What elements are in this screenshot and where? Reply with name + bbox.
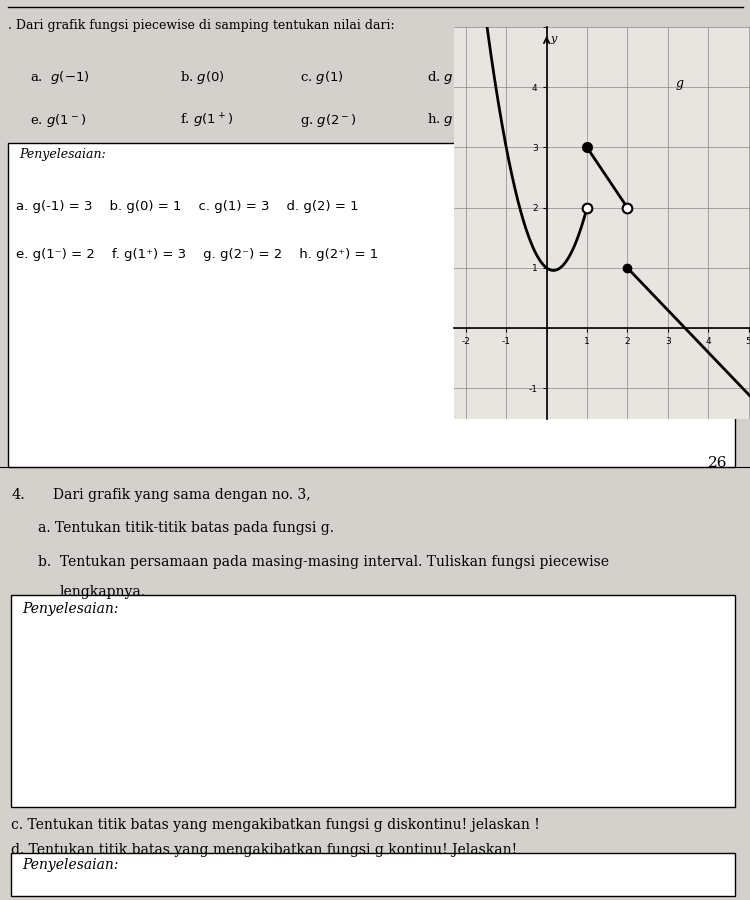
Bar: [11, 853, 735, 896]
Text: 26: 26: [708, 455, 728, 470]
Text: c. Tentukan titik batas yang mengakibatkan fungsi g diskontinu! jelaskan !: c. Tentukan titik batas yang mengakibatk…: [11, 817, 540, 832]
Text: e. $g(1^-)$: e. $g(1^-)$: [30, 112, 86, 129]
Text: a. Tentukan titik-titik batas pada fungsi g.: a. Tentukan titik-titik batas pada fungs…: [38, 521, 334, 535]
Text: . Dari grafik fungsi piecewise di samping tentukan nilai dari:: . Dari grafik fungsi piecewise di sampin…: [8, 19, 394, 32]
Text: a. g(-1) = 3    b. g(0) = 1    c. g(1) = 3    d. g(2) = 1: a. g(-1) = 3 b. g(0) = 1 c. g(1) = 3 d. …: [16, 201, 359, 213]
Text: b. $g(0)$: b. $g(0)$: [180, 69, 225, 86]
Text: g. $g(2^-)$: g. $g(2^-)$: [300, 112, 357, 129]
Text: lengkapnya.: lengkapnya.: [60, 585, 146, 598]
Text: Dari grafik yang sama dengan no. 3,: Dari grafik yang sama dengan no. 3,: [53, 488, 310, 501]
Text: c. $g(1)$: c. $g(1)$: [300, 69, 344, 86]
Text: Penyelesaian:: Penyelesaian:: [22, 602, 118, 616]
Text: 4.: 4.: [11, 488, 26, 501]
Bar: [11, 596, 735, 807]
Text: Penyelesaian:: Penyelesaian:: [22, 858, 118, 872]
Text: f. $g(1^+)$: f. $g(1^+)$: [180, 112, 233, 130]
Text: b.  Tentukan persamaan pada masing-masing interval. Tuliskan fungsi piecewise: b. Tentukan persamaan pada masing-masing…: [38, 555, 608, 570]
Bar: [8, 143, 735, 467]
Text: d. $g(2)$: d. $g(2)$: [427, 69, 472, 86]
Text: Penyelesaian:: Penyelesaian:: [19, 148, 106, 161]
Text: a.  $g(-1)$: a. $g(-1)$: [30, 69, 90, 86]
Text: g: g: [676, 77, 684, 90]
Text: d. Tentukan titik batas yang mengakibatkan fungsi g kontinu! Jelaskan!: d. Tentukan titik batas yang mengakibatk…: [11, 843, 518, 857]
Text: e. g(1⁻) = 2    f. g(1⁺) = 3    g. g(2⁻) = 2    h. g(2⁺) = 1: e. g(1⁻) = 2 f. g(1⁺) = 3 g. g(2⁻) = 2 h…: [16, 248, 379, 261]
Text: h. $g(2^+)$: h. $g(2^+)$: [427, 112, 484, 130]
Text: y: y: [550, 34, 557, 44]
